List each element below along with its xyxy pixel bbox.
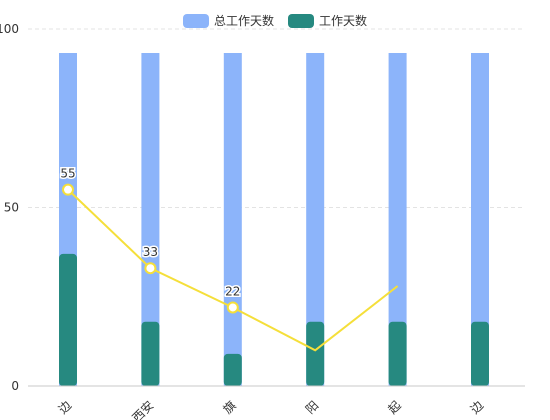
line-data-label: 22 [225,284,240,298]
x-tick-label: 边 [56,398,74,416]
line-layer [62,183,399,352]
bar-work-days[interactable] [59,253,77,386]
label-layer: 55 33 22 [59,165,242,300]
bar-total-days[interactable] [388,53,407,386]
y-tick-label: 0 [11,379,19,393]
legend: 总工作天数 工作天数 [0,12,550,29]
x-tick-label: 边 [468,398,486,416]
legend-item-work-days[interactable]: 工作天数 [288,12,367,29]
bar-work-days[interactable] [388,321,407,386]
legend-swatch-work-days [288,13,314,28]
legend-label-total-days: 总工作天数 [213,14,274,28]
bar-work-days[interactable] [141,321,160,386]
grid-layer [28,28,525,208]
bar-work-days[interactable] [306,321,325,386]
x-tick-label: 起 [385,398,403,416]
line-point[interactable] [144,262,157,275]
bar-work-days[interactable] [223,353,242,386]
bar-total-days[interactable] [223,53,242,386]
line-point[interactable] [226,301,239,314]
bar-total-days[interactable] [306,53,325,386]
line-point[interactable] [62,183,74,196]
bar-work-days[interactable] [471,321,489,386]
x-tick-label: 阳 [303,398,321,416]
y-tick-label: 100 [0,22,19,36]
y-tick-label: 50 [4,201,19,215]
bar-layer [59,53,489,386]
legend-label-work-days: 工作天数 [319,14,368,28]
legend-item-total-days[interactable]: 总工作天数 [182,12,274,29]
bar-total-days[interactable] [471,53,489,386]
legend-swatch-total-days [182,13,209,28]
x-tick-label: 西安 [129,398,157,420]
line-data-label: 33 [143,245,158,259]
bar-total-days[interactable] [141,53,160,386]
line-data-label: 55 [60,167,75,181]
x-tick-label: 旗 [220,398,239,417]
axis-layer: 0 50 100 边 西安 旗 阳 起 边 [0,22,525,420]
